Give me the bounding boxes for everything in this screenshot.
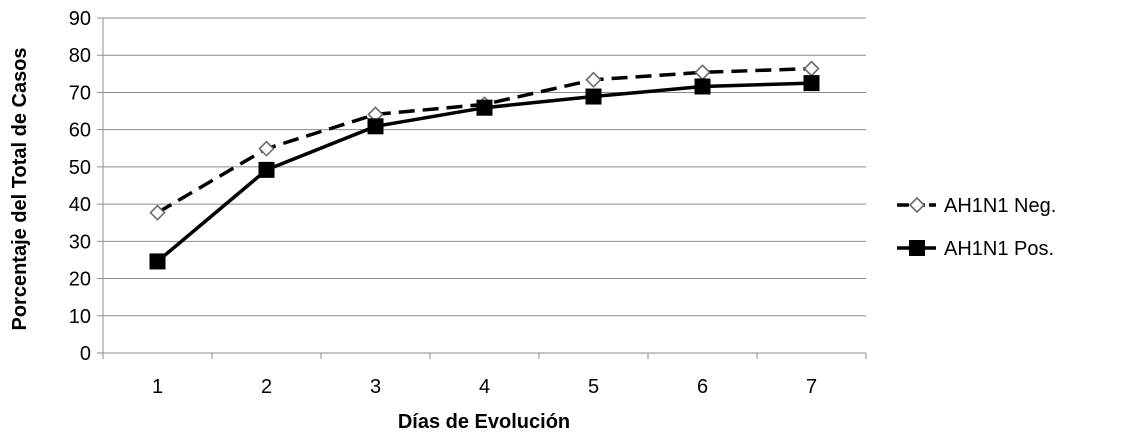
x-tick-label: 4 <box>479 376 490 398</box>
gridlines <box>103 17 866 317</box>
y-tick-label: 70 <box>69 82 91 104</box>
y-axis-title: Porcentaje del Total de Casos <box>9 47 31 330</box>
x-axis-title: Días de Evolución <box>398 411 570 433</box>
data-point-marker <box>803 75 820 92</box>
series-line <box>156 66 812 215</box>
legend-item-2: AH1N1 Pos. <box>897 238 1054 260</box>
x-tick-label: 2 <box>261 376 272 398</box>
y-tick-label: 20 <box>69 269 91 291</box>
y-tick-label: 60 <box>69 120 91 142</box>
data-point-marker <box>909 240 925 256</box>
x-tick-label: 3 <box>370 376 381 398</box>
y-tick-label: 0 <box>80 343 91 365</box>
x-tick-label: 7 <box>806 376 817 398</box>
y-tick-label: 40 <box>69 194 91 216</box>
data-point-marker <box>367 118 384 135</box>
legend-item-1: AH1N1 Neg. <box>897 195 1056 217</box>
x-tick-label: 6 <box>697 376 708 398</box>
data-point-marker <box>149 253 166 270</box>
data-point-marker <box>585 88 602 105</box>
data-point-marker <box>585 71 602 88</box>
data-point-marker <box>803 60 820 77</box>
legend-label: AH1N1 Neg. <box>944 195 1056 217</box>
data-point-marker <box>694 78 711 95</box>
y-tick-label: 50 <box>69 157 91 179</box>
y-axis-ticks: 0 10 20 30 40 50 60 70 80 90 <box>69 8 103 365</box>
axes <box>102 18 866 354</box>
data-point-marker <box>149 204 166 221</box>
x-axis-ticks: 1 2 3 4 5 6 7 <box>102 353 867 398</box>
x-tick-label: 1 <box>152 376 163 398</box>
y-tick-label: 90 <box>69 8 91 30</box>
data-point-marker <box>258 140 275 157</box>
data-point-marker <box>908 196 926 214</box>
data-point-marker <box>476 99 493 116</box>
y-tick-label: 80 <box>69 45 91 67</box>
y-tick-label: 10 <box>69 306 91 328</box>
series-2 <box>149 75 820 270</box>
series-layer <box>149 60 820 270</box>
legend: AH1N1 Neg. AH1N1 Pos. <box>897 195 1056 260</box>
y-tick-label: 30 <box>69 231 91 253</box>
legend-label: AH1N1 Pos. <box>944 238 1054 260</box>
data-point-marker <box>694 64 711 81</box>
x-tick-label: 5 <box>588 376 599 398</box>
data-point-marker <box>258 161 275 178</box>
